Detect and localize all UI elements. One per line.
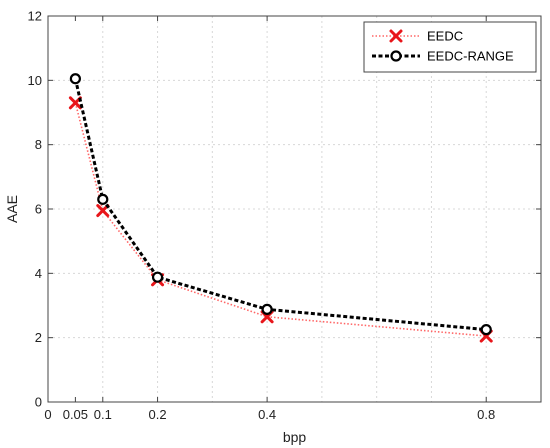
y-axis-ticks: 0 2 4 6 8 10 12 [28, 9, 541, 410]
x-tick-label: 0.4 [258, 407, 276, 422]
x-tick-label: 0.8 [477, 407, 495, 422]
eedc-range-point [480, 324, 492, 336]
legend-label-eedc-range: EEDC-RANGE [427, 49, 514, 64]
eedc-range-point [151, 271, 164, 283]
y-tick-label: 6 [35, 202, 42, 217]
y-tick-label: 4 [35, 266, 42, 281]
legend-marker-eedc-range [390, 50, 402, 62]
y-axis-title: AAE [4, 195, 20, 223]
x-axis-ticks: 0 0.05 0.1 0.2 0.4 0.8 [44, 16, 495, 422]
eedc-range-point [261, 303, 273, 315]
legend: EEDC EEDC-RANGE [363, 21, 537, 73]
y-tick-label: 8 [35, 137, 42, 152]
eedc-range-point [97, 193, 109, 205]
x-axis-title: bpp [283, 429, 307, 445]
legend-label-eedc: EEDC [427, 29, 463, 44]
series-group [68, 73, 493, 343]
y-tick-label: 2 [35, 330, 42, 345]
eedc-range-point [69, 73, 81, 85]
y-tick-label: 0 [35, 395, 42, 410]
legend-marker-eedc [389, 29, 403, 43]
legend-box [363, 21, 537, 73]
x-tick-label: 0.2 [149, 407, 167, 422]
series-line-eedc-range [73, 78, 487, 332]
y-tick-label: 12 [28, 9, 42, 24]
x-tick-label: 0 [44, 407, 51, 422]
x-tick-label: 0.05 [63, 407, 88, 422]
series-line-eedc [74, 102, 487, 337]
y-tick-label: 10 [28, 73, 42, 88]
grid-lines [47, 15, 542, 403]
eedc-point [96, 204, 110, 218]
x-tick-label: 0.1 [94, 407, 112, 422]
